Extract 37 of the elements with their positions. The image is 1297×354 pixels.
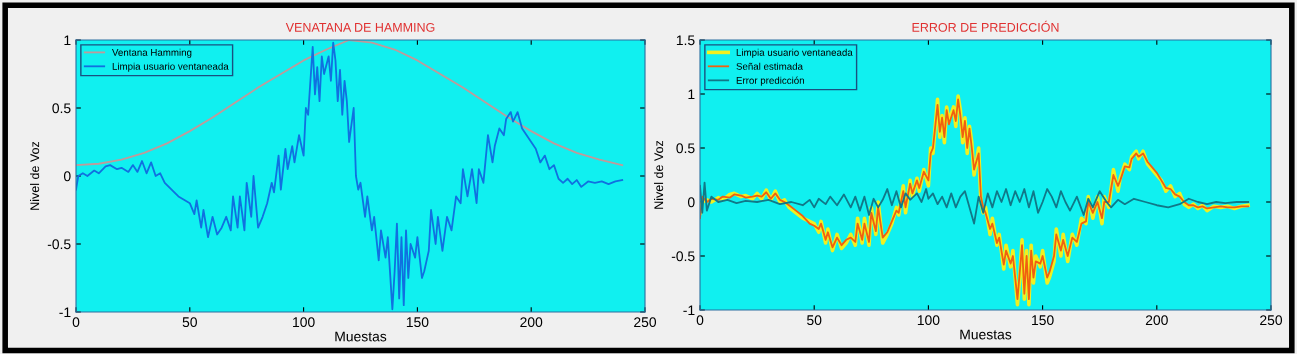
x-tick-label: 100	[293, 317, 315, 328]
x-tick-label: 50	[182, 317, 197, 328]
legend-label: Limpia usuario ventaneada	[112, 62, 229, 72]
y-tick-label: -0.5	[671, 251, 695, 262]
y-tick-label: 0.5	[52, 103, 71, 114]
y-axis-title: Nivel de Voz	[654, 140, 664, 209]
y-tick-label: 0	[687, 197, 695, 208]
x-tick-label: 150	[406, 317, 429, 328]
x-axis-title: Muestas	[335, 331, 387, 342]
y-tick-label: -1	[683, 305, 695, 316]
line-series	[700, 181, 1250, 225]
x-tick-label: 200	[520, 317, 543, 328]
x-tick-label: 50	[807, 315, 822, 326]
y-tick-label: 0.5	[676, 143, 695, 154]
y-axis-title: Nivel de Voz	[30, 141, 40, 210]
y-tick-label: -0.5	[47, 239, 71, 250]
legend-label: Limpia usuario ventaneada	[736, 48, 853, 58]
line-series	[76, 41, 624, 311]
x-tick-label: 250	[1260, 315, 1283, 326]
y-tick-label: 1	[688, 89, 695, 100]
y-tick-label: 1	[64, 35, 71, 46]
legend-label: Ventana Hamming	[112, 48, 192, 58]
chart-title: ERROR DE PREDICCIÓN	[912, 20, 1059, 32]
x-tick-label: 250	[634, 317, 657, 328]
x-tick-label: 100	[917, 315, 940, 326]
y-tick-label: 0	[63, 171, 71, 182]
x-tick-label: 150	[1032, 315, 1054, 326]
line-series	[76, 40, 624, 167]
chart-title: VENATANA DE HAMMING	[285, 22, 435, 32]
y-tick-label: -1	[59, 307, 71, 318]
y-tick-label: 1.5	[676, 35, 695, 46]
legend-label: Señal estimada	[736, 62, 803, 70]
x-tick-label: 0	[72, 317, 80, 328]
legend-label: Error predicción	[736, 76, 804, 86]
x-axis-title: Muestas	[960, 329, 1012, 340]
x-tick-label: 200	[1145, 315, 1168, 326]
x-tick-label: 0	[696, 315, 704, 326]
